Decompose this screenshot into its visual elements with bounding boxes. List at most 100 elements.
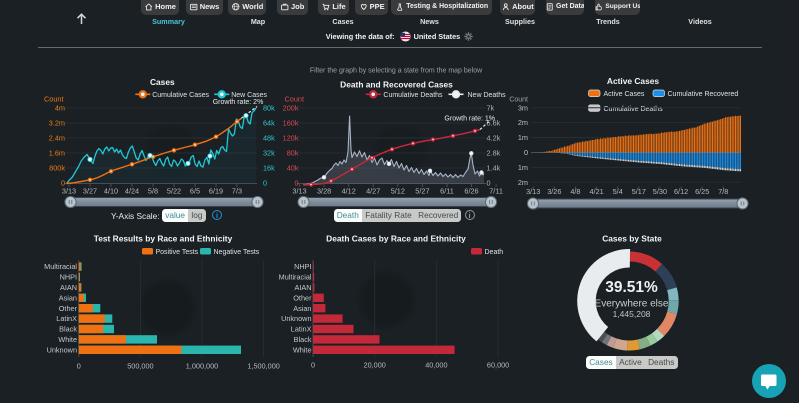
svg-text:Unknown: Unknown [281,314,311,323]
svg-text:6/19: 6/19 [209,187,223,196]
svg-text:Cumulative Cases: Cumulative Cases [152,92,209,99]
svg-text:3/13: 3/13 [292,187,306,196]
svg-text:Active Cases: Active Cases [607,76,659,86]
svg-text:20,000: 20,000 [364,361,386,370]
svg-text:3/28: 3/28 [317,187,331,196]
svg-text:40,000: 40,000 [425,361,447,370]
svg-text:4.2k: 4.2k [487,134,501,143]
svg-text:1.4k: 1.4k [487,164,501,173]
svg-text:2m: 2m [518,178,528,187]
svg-text:1m: 1m [518,133,528,142]
svg-text:48k: 48k [263,134,275,143]
svg-text:LatinX: LatinX [56,314,77,323]
svg-text:3/26: 3/26 [547,187,561,196]
svg-text:5/12: 5/12 [391,187,405,196]
svg-text:Black: Black [59,325,77,334]
svg-text:0: 0 [524,148,528,157]
svg-text:4/8: 4/8 [570,187,580,196]
svg-text:200k: 200k [283,104,299,113]
svg-text:4/10: 4/10 [104,187,118,196]
svg-text:4/27: 4/27 [366,187,380,196]
svg-text:Positive Tests: Positive Tests [156,249,199,256]
svg-text:Test Results by Race and Ethni: Test Results by Race and Ethnicity [94,234,233,244]
svg-text:1m: 1m [518,163,528,172]
svg-text:White: White [293,345,312,354]
svg-text:AIAN: AIAN [60,283,77,292]
svg-text:Other: Other [293,293,312,302]
svg-text:160k: 160k [283,119,299,128]
svg-text:4m: 4m [55,104,65,113]
svg-text:6/12: 6/12 [674,187,688,196]
svg-text:3m: 3m [518,103,528,112]
svg-text:4/21: 4/21 [589,187,603,196]
svg-text:Cases: Cases [150,77,175,87]
svg-text:Cumulative Recovered: Cumulative Recovered [668,91,739,98]
svg-text:Negative Tests: Negative Tests [214,249,260,256]
svg-text:3/13: 3/13 [62,187,76,196]
svg-text:Death and Recovered Cases: Death and Recovered Cases [340,80,453,90]
svg-text:Filter the graph by selecting: Filter the graph by selecting a state fr… [310,68,483,75]
svg-text:16k: 16k [263,164,275,173]
svg-text:0: 0 [311,361,315,370]
svg-text:3.2m: 3.2m [49,119,65,128]
svg-text:5/4: 5/4 [613,187,623,196]
svg-text:Multiracial: Multiracial [44,262,77,271]
svg-text:1,500,000: 1,500,000 [247,362,279,371]
svg-text:6/11: 6/11 [440,187,454,196]
svg-text:Multiracial: Multiracial [279,273,312,282]
svg-text:Asian: Asian [293,304,311,313]
svg-text:Death: Death [485,249,504,256]
svg-text:4/24: 4/24 [125,187,139,196]
svg-text:6/25: 6/25 [695,187,709,196]
svg-text:Count: Count [285,95,304,104]
svg-text:64k: 64k [263,119,275,128]
svg-text:80k: 80k [287,149,299,158]
svg-text:Cases by State: Cases by State [602,234,662,244]
svg-text:5/17: 5/17 [632,187,646,196]
svg-text:Growth rate: 2%: Growth rate: 2% [213,99,264,106]
svg-text:Cumulative Deaths: Cumulative Deaths [383,92,443,99]
svg-text:3/13: 3/13 [526,187,540,196]
svg-text:7/3: 7/3 [232,187,242,196]
svg-text:Other: Other [59,304,78,313]
svg-text:500,000: 500,000 [127,362,153,371]
svg-text:80k: 80k [263,104,275,113]
svg-text:7/8: 7/8 [718,187,728,196]
svg-text:Active Cases: Active Cases [604,91,645,98]
svg-text:5.6k: 5.6k [487,119,501,128]
svg-text:Unknown: Unknown [47,345,77,354]
svg-text:New Deaths: New Deaths [468,92,507,99]
svg-text:120k: 120k [283,134,299,143]
svg-text:7k: 7k [487,104,495,113]
svg-text:6/5: 6/5 [190,187,200,196]
svg-text:Death Cases by Race and Ethnic: Death Cases by Race and Ethnicity [326,234,466,244]
svg-text:40k: 40k [287,164,299,173]
svg-text:Everywhere else: Everywhere else [595,298,669,309]
svg-text:LatinX: LatinX [291,325,312,334]
svg-text:0: 0 [77,362,81,371]
svg-text:1.6m: 1.6m [49,149,65,158]
svg-text:2.8k: 2.8k [487,149,501,158]
svg-text:5/8: 5/8 [148,187,158,196]
svg-text:5/30: 5/30 [653,187,667,196]
svg-text:0: 0 [263,179,267,188]
svg-text:Cumulative Deaths: Cumulative Deaths [604,106,664,113]
svg-text:4/12: 4/12 [342,187,356,196]
svg-text:2m: 2m [518,118,528,127]
svg-text:2.4m: 2.4m [49,134,65,143]
svg-text:60,000: 60,000 [487,361,509,370]
svg-text:1,000,000: 1,000,000 [186,362,218,371]
svg-text:5/22: 5/22 [167,187,181,196]
svg-text:39.51%: 39.51% [605,279,658,296]
svg-text:1,445,208: 1,445,208 [613,309,651,319]
svg-text:800k: 800k [49,164,65,173]
svg-text:6/26: 6/26 [464,187,478,196]
svg-text:5/27: 5/27 [415,187,429,196]
svg-text:Black: Black [294,335,312,344]
svg-text:White: White [58,335,77,344]
svg-text:NHPI: NHPI [294,262,311,271]
svg-text:3/27: 3/27 [83,187,97,196]
svg-text:AIAN: AIAN [294,283,311,292]
svg-text:Asian: Asian [59,293,77,302]
svg-text:Count: Count [44,95,63,104]
